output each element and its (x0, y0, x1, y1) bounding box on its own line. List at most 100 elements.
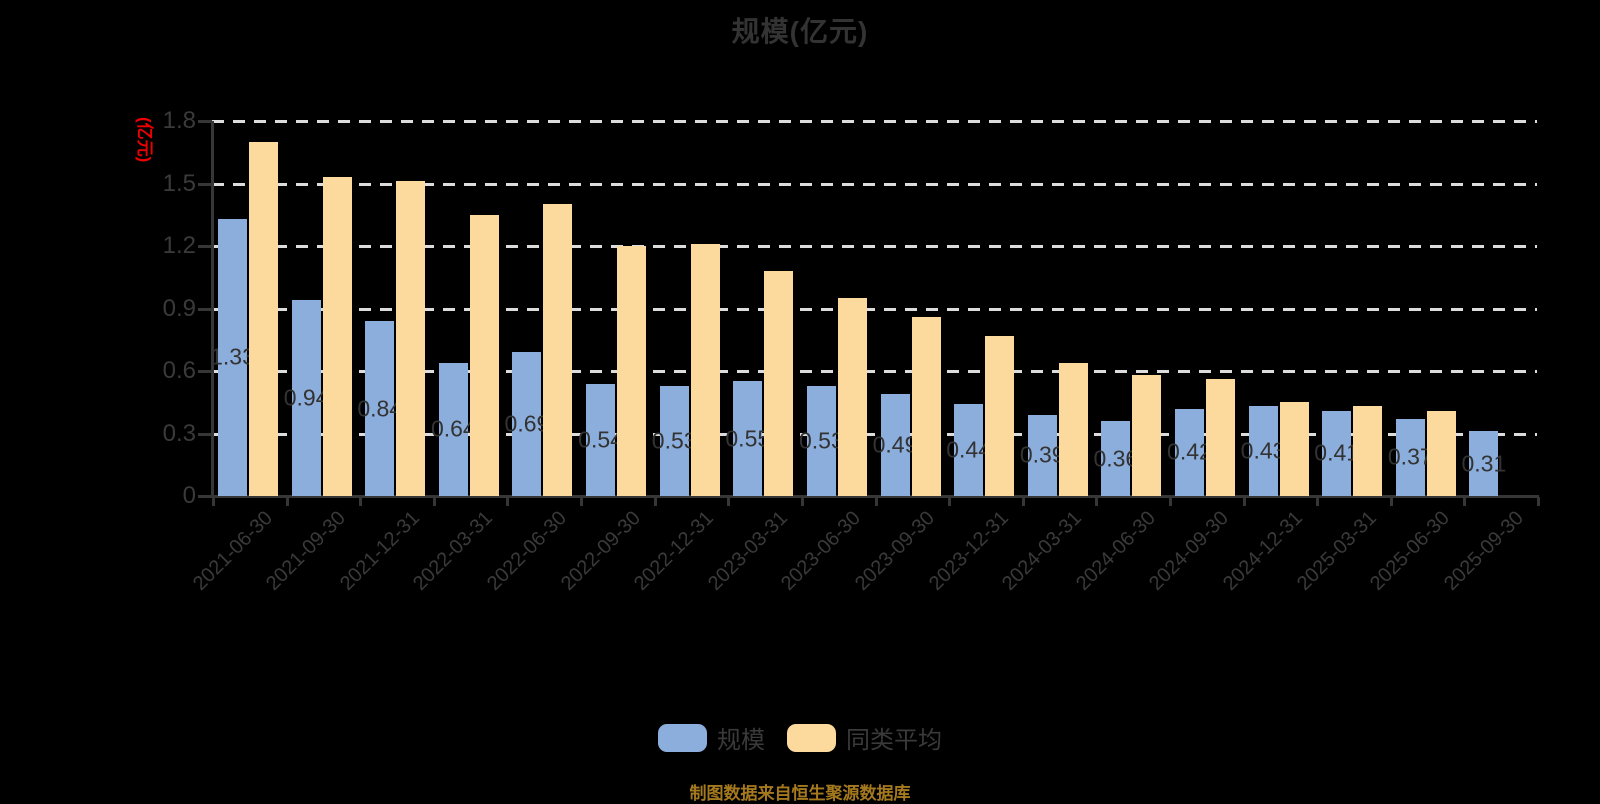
y-axis-tick-label: 1.5 (162, 169, 196, 197)
y-axis-tick-label: 1.8 (162, 107, 196, 134)
bar-category-average[interactable] (249, 141, 278, 496)
x-axis-tick (1242, 497, 1246, 506)
x-axis-tick (359, 497, 363, 506)
y-axis-tick (198, 495, 212, 498)
bar-category-average[interactable] (396, 181, 426, 496)
x-axis-tick (1316, 497, 1320, 506)
bar-value-label: 0.39 (1019, 441, 1065, 468)
y-axis-tick-label: 1.2 (162, 232, 196, 259)
bar-category-average[interactable] (1279, 402, 1309, 496)
x-axis-tick-label: 2023-06-30 (777, 507, 866, 595)
legend-label-scale: 规模 (717, 727, 765, 754)
bar-scale[interactable] (218, 218, 247, 496)
gridline (212, 182, 1537, 186)
bar-category-average[interactable] (543, 204, 573, 496)
y-axis-tick (198, 120, 212, 123)
bar-scale[interactable] (586, 383, 616, 496)
x-axis-tick (432, 497, 436, 506)
bar-category-average[interactable] (1353, 406, 1383, 496)
bar-scale[interactable] (954, 404, 984, 496)
bar-category-average[interactable] (1426, 410, 1456, 496)
bar-value-label: 0.54 (578, 426, 623, 453)
y-axis-tick (198, 307, 212, 311)
bar-value-label: 0.37 (1387, 443, 1433, 470)
x-axis-tick (1537, 497, 1540, 506)
bar-value-label: 0.53 (798, 427, 844, 454)
bar-scale[interactable] (365, 321, 395, 496)
bar-scale[interactable] (1027, 414, 1057, 496)
bar-value-label: 0.49 (872, 431, 918, 458)
bar-category-average[interactable] (1058, 362, 1088, 496)
bar-scale[interactable] (1322, 410, 1352, 496)
bar-category-average[interactable] (690, 243, 720, 496)
y-axis-line (211, 121, 214, 497)
x-axis-tick (1389, 497, 1393, 506)
x-axis-tick (1463, 497, 1467, 506)
bar-category-average[interactable] (469, 214, 499, 496)
bar-value-label: 1.33 (210, 343, 255, 370)
x-axis-tick-label: 2024-09-30 (1145, 507, 1234, 595)
bar-value-label: 0.69 (504, 410, 550, 437)
x-axis-tick (727, 497, 731, 506)
x-axis-tick (212, 497, 215, 506)
gridline (212, 307, 1537, 311)
legend-swatch-scale (658, 723, 707, 752)
source-note: 制图数据来自恒生聚源数据库 (689, 784, 911, 803)
x-axis-tick (1095, 497, 1099, 506)
y-axis-tick-label: 0.3 (162, 419, 196, 447)
x-axis-tick-label: 2022-06-30 (482, 507, 571, 595)
y-axis-tick (198, 245, 212, 248)
bar-category-average[interactable] (1132, 375, 1162, 496)
bar-scale[interactable] (733, 381, 763, 496)
bar-category-average[interactable] (837, 298, 867, 496)
legend-label-category-average: 同类平均 (846, 727, 942, 754)
bar-scale[interactable] (1174, 408, 1204, 496)
bar-scale[interactable] (1248, 406, 1278, 496)
bar-scale[interactable] (1395, 418, 1425, 496)
x-axis-tick-label: 2022-09-30 (556, 507, 645, 595)
y-axis-tick (198, 370, 212, 373)
bar-value-label: 0.53 (651, 427, 697, 454)
bar-category-average[interactable] (985, 335, 1015, 496)
legend-item-category-average[interactable]: 同类平均 (787, 720, 942, 755)
bar-scale[interactable] (512, 352, 542, 496)
y-axis-tick (198, 432, 212, 436)
bar-value-label: 0.41 (1314, 439, 1360, 466)
gridline (212, 370, 1537, 373)
bar-category-average[interactable] (1205, 379, 1235, 496)
bar-scale[interactable] (1101, 421, 1131, 496)
gridline (212, 245, 1537, 248)
bar-value-label: 0.94 (283, 384, 329, 411)
x-axis-tick-label: 2023-09-30 (850, 507, 939, 595)
bar-scale[interactable] (659, 385, 689, 496)
bar-value-label: 0.31 (1461, 450, 1507, 477)
x-axis-tick (1168, 497, 1172, 506)
bar-value-label: 0.36 (1093, 445, 1139, 471)
x-axis-tick-label: 2024-12-31 (1219, 507, 1307, 595)
bar-category-average[interactable] (764, 271, 794, 496)
x-axis-tick (506, 497, 510, 506)
bar-scale[interactable] (1469, 431, 1499, 496)
legend-item-scale[interactable]: 规模 (658, 720, 765, 755)
x-axis-tick-label: 2021-06-30 (188, 507, 277, 595)
x-axis-tick (580, 497, 584, 506)
bar-scale[interactable] (806, 385, 836, 496)
x-axis-tick (800, 497, 804, 506)
bar-value-label: 0.43 (1240, 437, 1286, 464)
bar-scale[interactable] (291, 300, 321, 496)
bar-value-label: 0.42 (1167, 438, 1212, 465)
bar-category-average[interactable] (911, 316, 941, 496)
x-axis-tick (653, 497, 657, 506)
bar-value-label: 0.44 (946, 436, 991, 463)
bar-scale[interactable] (438, 362, 468, 496)
bar-value-label: 0.84 (357, 395, 403, 421)
x-axis-tick (285, 497, 289, 506)
bar-category-average[interactable] (322, 177, 352, 496)
gridline (212, 432, 1537, 436)
x-axis-tick (1021, 497, 1025, 506)
bar-category-average[interactable] (617, 246, 647, 496)
x-axis-line (212, 495, 1539, 498)
chart-title: 规模(亿元) (731, 16, 869, 47)
bar-scale[interactable] (880, 393, 910, 496)
x-axis-tick-label: 2025-09-30 (1439, 507, 1528, 595)
